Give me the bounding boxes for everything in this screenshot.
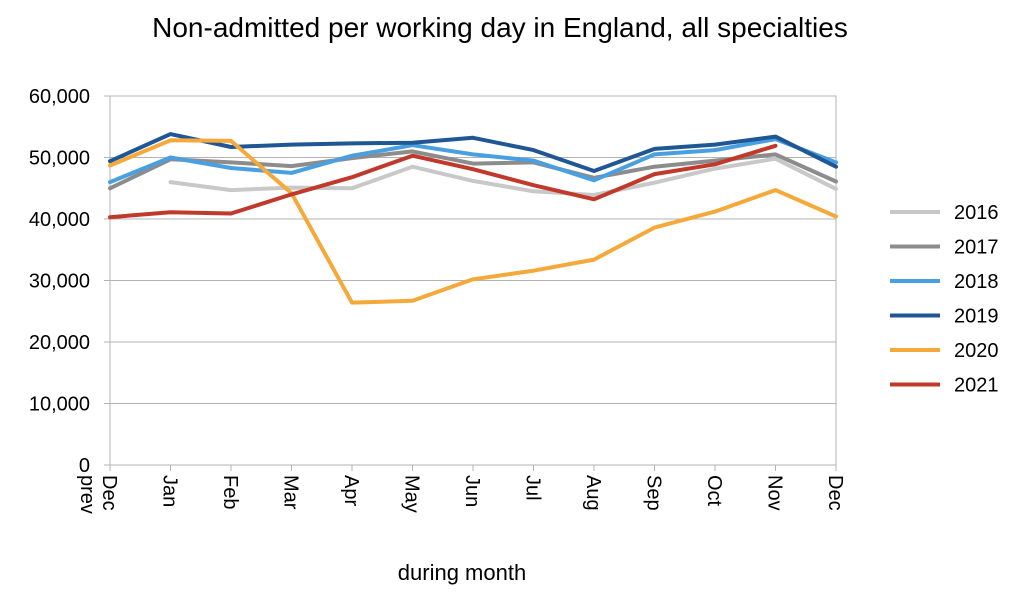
- legend-label-2018: 2018: [954, 271, 999, 293]
- legend-label-2016: 2016: [954, 202, 999, 224]
- y-tick-label: 0: [79, 455, 90, 477]
- series-line-2020: [108, 138, 838, 305]
- legend-label-2019: 2019: [954, 306, 999, 328]
- series-line-2021: [108, 143, 778, 220]
- legend-label-2020: 2020: [954, 340, 999, 362]
- legend-label-2017: 2017: [954, 237, 999, 259]
- legend-label-2021: 2021: [954, 375, 999, 397]
- x-tick-label: Oct: [703, 475, 725, 507]
- y-axis-tick-labels: 0 10,000 20,000 30,000 40,000 50,000 60,000: [29, 86, 90, 477]
- series-line-2017: [108, 149, 838, 191]
- x-axis-tick-labels: Decprev Jan Feb Mar Apr May Jun Jul Aug Sep Oct Nov…: [76, 475, 846, 514]
- chart-title: Non-admitted per working day in England,…: [152, 12, 848, 43]
- x-axis-title: during month: [398, 560, 526, 585]
- y-tick-label: 30,000: [29, 271, 90, 293]
- x-tick-label: Dec: [824, 475, 846, 511]
- legend: 2016 2017 2018 2019 2020 2021: [890, 202, 999, 397]
- series-lines: [108, 132, 838, 305]
- y-tick-label: 40,000: [29, 209, 90, 231]
- x-tick-label: May: [401, 475, 423, 513]
- x-tick-label: Aug: [582, 475, 604, 511]
- y-tick-label: 60,000: [29, 86, 90, 108]
- x-tick-label: Decprev: [76, 475, 120, 514]
- series-line-2016: [168, 156, 838, 197]
- y-tick-label: 20,000: [29, 332, 90, 354]
- x-tick-label: Sep: [643, 475, 665, 511]
- y-tick-label: 10,000: [29, 394, 90, 416]
- series-line-2019: [108, 132, 838, 173]
- y-tick-label: 50,000: [29, 148, 90, 170]
- x-tick-label: Apr: [340, 475, 362, 506]
- x-tick-label: Jun: [461, 475, 483, 507]
- x-tick-label: Mar: [280, 475, 302, 510]
- x-tick-label: Jul: [522, 475, 544, 501]
- x-tick-label: Feb: [219, 475, 241, 509]
- x-tick-label: Jan: [159, 475, 181, 507]
- x-tick-label: Nov: [764, 475, 786, 511]
- series-line-2018: [108, 137, 838, 185]
